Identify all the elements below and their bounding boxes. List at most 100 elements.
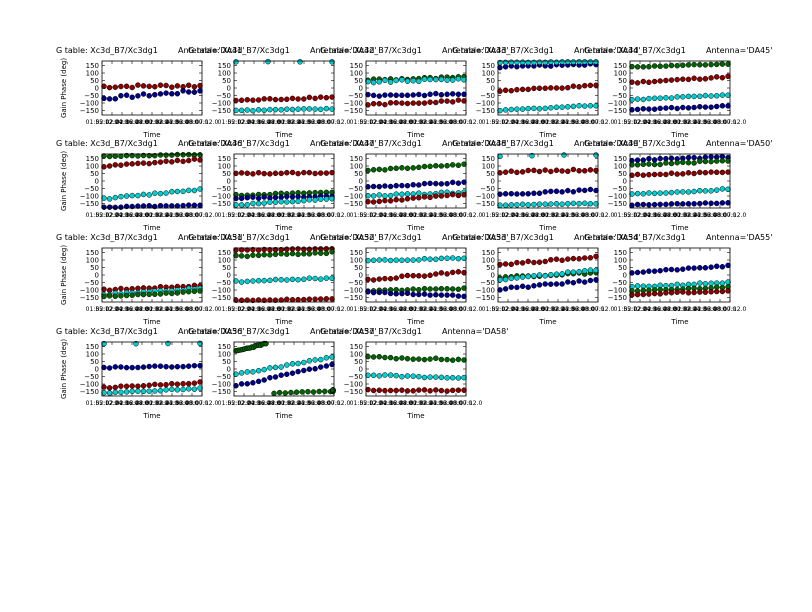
data-point: [191, 84, 198, 90]
data-point: [306, 358, 313, 364]
data-point: [416, 356, 422, 362]
data-point: [312, 250, 318, 256]
data-point: [140, 291, 147, 298]
data-point: [674, 281, 680, 288]
x-tick-label: 02:45:36.0: [156, 212, 189, 219]
x-tick-label: 02:52:48.0: [298, 119, 331, 126]
data-point: [185, 380, 192, 387]
panel-antenna: Antenna='DA51': [178, 233, 244, 242]
x-tick-label: 02:45:36.0: [288, 119, 321, 126]
data-point: [197, 157, 203, 163]
axes-frame: [629, 153, 731, 209]
x-tick-label: 03:07:12.0: [450, 306, 483, 313]
data-point: [174, 363, 181, 370]
data-point: [502, 87, 509, 94]
data-point: [387, 100, 394, 106]
data-point: [295, 96, 301, 102]
y-tick-label: 0: [359, 85, 363, 93]
x-tick-label: 03:00:00.0: [176, 212, 209, 219]
data-point: [449, 179, 456, 186]
data-point: [197, 186, 203, 192]
data-point: [267, 297, 273, 303]
data-point: [702, 76, 709, 82]
x-tick-label: 02:24:00.0: [258, 306, 291, 313]
data-point: [725, 92, 731, 98]
data-point: [101, 293, 107, 300]
axes-frame: [101, 247, 203, 303]
data-point: [565, 269, 571, 275]
data-point: [129, 192, 135, 199]
data-point: [382, 183, 388, 189]
data-point: [719, 288, 726, 295]
data-point: [438, 285, 445, 292]
data-point: [680, 94, 686, 100]
data-point: [399, 290, 405, 297]
data-point: [702, 92, 709, 99]
y-tick-label: −150: [80, 107, 99, 115]
data-point: [685, 170, 692, 176]
data-point: [135, 93, 141, 99]
x-tick-label: 02:38:24.0: [146, 119, 179, 126]
data-point: [427, 163, 433, 170]
data-point: [668, 104, 675, 111]
data-point: [697, 158, 703, 165]
data-point: [261, 251, 267, 258]
data-point: [502, 107, 509, 113]
data-point: [461, 192, 467, 198]
x-tick-label: 03:07:12.0: [186, 306, 219, 313]
data-point: [284, 106, 290, 112]
data-point: [438, 92, 445, 98]
data-point: [680, 189, 686, 195]
x-tick-label: 03:07:12.0: [186, 119, 219, 126]
x-axis-label: Time: [538, 131, 556, 139]
y-tick-label: 50: [486, 264, 495, 272]
panel-antenna: Antenna='DA42': [310, 46, 376, 55]
data-point: [444, 271, 450, 277]
data-point: [135, 203, 141, 209]
y-tick-label: 100: [86, 351, 99, 359]
x-tick-label: 02:38:24.0: [674, 306, 707, 313]
data-point: [651, 95, 658, 102]
data-point: [118, 293, 124, 299]
y-tick-label: −150: [212, 107, 231, 115]
data-point: [634, 106, 641, 113]
axes-frame: [233, 341, 335, 397]
y-tick-label: 50: [618, 77, 627, 85]
data-point: [169, 152, 175, 158]
data-point: [404, 182, 411, 189]
data-point: [646, 106, 652, 112]
data-point: [525, 258, 531, 265]
data-point: [263, 340, 269, 347]
data-point: [233, 297, 239, 303]
data-point: [576, 58, 582, 65]
data-point: [416, 91, 422, 98]
x-tick-label: 02:45:36.0: [552, 212, 585, 219]
data-point: [640, 161, 647, 168]
data-point: [444, 292, 450, 298]
data-point: [514, 86, 520, 93]
data-point: [101, 204, 107, 210]
data-point: [685, 105, 692, 111]
x-tick-label: 02:24:00.0: [522, 306, 555, 313]
data-point: [140, 203, 147, 209]
x-tick-label: 02:45:36.0: [552, 306, 585, 313]
data-point: [244, 369, 251, 375]
data-point: [284, 199, 290, 205]
data-point: [708, 158, 714, 165]
panel-7: G table: Xc3d_B7/Xc3dg1 Antenna='DA47' 150…: [188, 139, 376, 232]
data-point: [663, 201, 669, 208]
data-point: [570, 200, 577, 207]
data-point: [570, 103, 577, 110]
x-tick-label: 02:09:36.0: [634, 212, 667, 219]
y-tick-label: 0: [359, 178, 363, 186]
data-point: [306, 251, 313, 257]
data-point: [438, 255, 445, 262]
data-point: [404, 388, 411, 394]
data-point: [278, 170, 284, 177]
y-tick-label: 0: [227, 272, 231, 280]
data-point: [233, 170, 239, 177]
data-point: [421, 180, 428, 187]
data-point: [306, 197, 313, 203]
data-point: [152, 388, 158, 394]
data-point: [514, 259, 520, 266]
